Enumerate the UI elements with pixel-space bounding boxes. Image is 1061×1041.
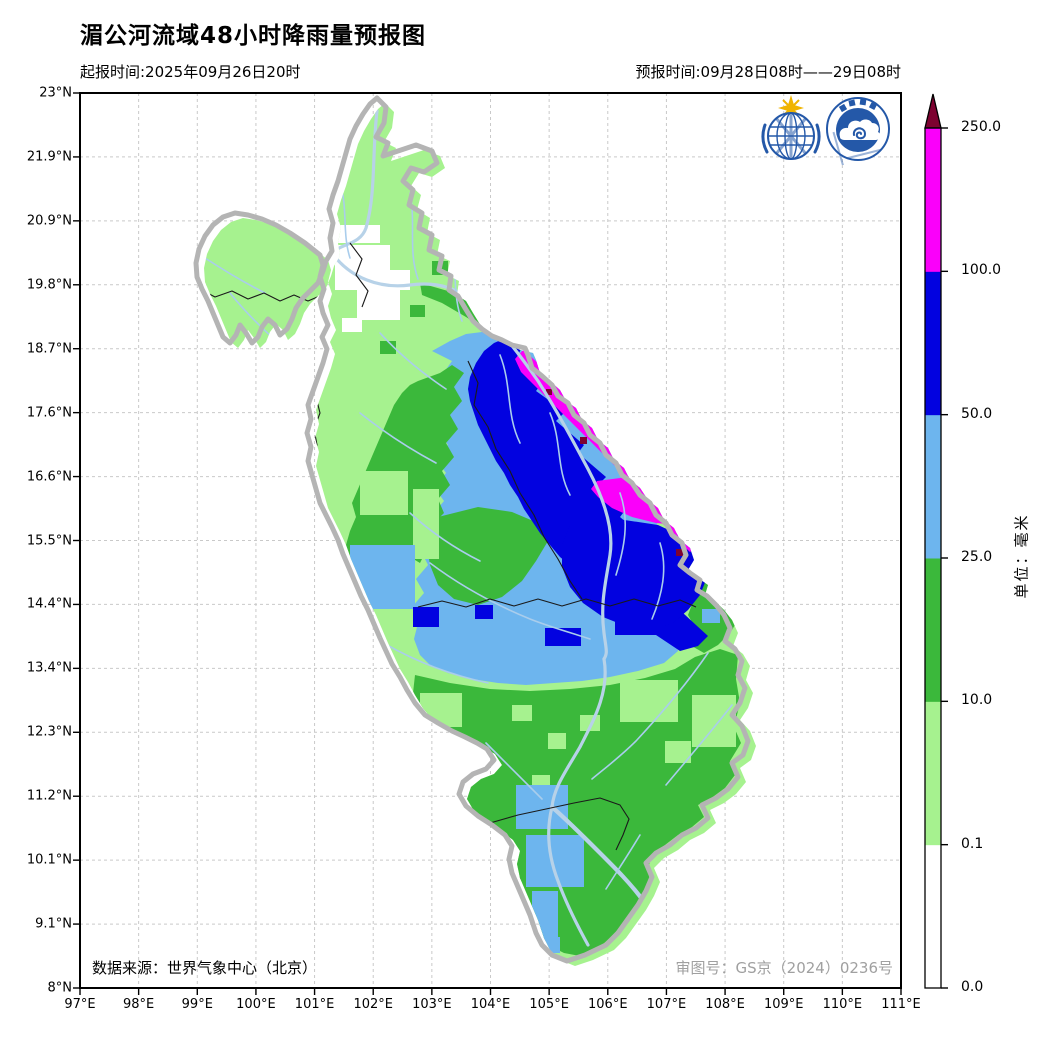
x-tick-label: 98°E — [123, 997, 155, 1012]
colorbar-tick-marks — [941, 127, 948, 989]
cma-cloud-icon — [839, 119, 881, 140]
map-canvas — [73, 92, 902, 995]
colorbar-unit-label: 单位：毫米 — [1012, 513, 1031, 599]
basin-outline — [193, 95, 751, 964]
x-tick-label: 109°E — [763, 997, 804, 1012]
x-tick-label: 110°E — [822, 997, 863, 1012]
y-tick-label: 8°N — [47, 980, 73, 996]
data-source-label: 数据来源：世界气象中心（北京） — [92, 959, 318, 977]
plot-border — [79, 92, 902, 989]
colorbar-tick-label: 100.0 — [961, 262, 1002, 279]
y-tick-label: 17.6°N — [26, 405, 72, 421]
colorbar — [924, 93, 948, 989]
colorbar-segments — [925, 128, 941, 989]
page-title: 湄公河流域48小时降雨量预报图 — [80, 23, 427, 49]
y-tick-label: 18.7°N — [26, 341, 72, 357]
colorbar-extend-arrow — [924, 93, 942, 129]
cma-ring-text — [832, 98, 882, 165]
x-tick-label: 106°E — [588, 997, 628, 1012]
x-tick-label: 99°E — [181, 997, 213, 1012]
y-tick-label: 12.3°N — [26, 724, 72, 740]
x-tick-label: 102°E — [353, 997, 393, 1012]
cma-logo — [826, 97, 890, 165]
x-tick-label: 101°E — [294, 997, 335, 1012]
x-tick-label: 111°E — [881, 997, 921, 1012]
y-tick-label: 10.1°N — [26, 852, 72, 868]
colorbar-tick-label: 50.0 — [961, 405, 993, 422]
colorbar-tick-label: 25.0 — [961, 549, 993, 565]
y-tick-label: 23°N — [39, 85, 72, 101]
colorbar-tick-label: 10.0 — [961, 692, 993, 709]
y-tick-label: 19.8°N — [26, 277, 72, 293]
axis-tick-marks — [73, 92, 902, 995]
y-tick-label: 21.9°N — [26, 149, 72, 165]
colorbar-tick-label: 250.0 — [961, 119, 1002, 135]
init-time-label: 起报时间:2025年09月26日20时 — [80, 63, 301, 81]
rain-region-maroon — [546, 389, 683, 556]
y-tick-label: 15.5°N — [26, 533, 72, 548]
river-network — [204, 109, 733, 947]
y-tick-label: 11.2°N — [26, 788, 72, 804]
x-tick-label: 104°E — [470, 997, 511, 1012]
y-tick-label: 14.4°N — [26, 596, 72, 612]
y-tick-label: 20.9°N — [26, 213, 72, 229]
forecast-time-label: 预报时间:09月28日08时——29日08时 — [635, 63, 902, 81]
x-tick-label: 103°E — [412, 997, 452, 1012]
colorbar-tick-label: 0.0 — [961, 979, 984, 995]
y-tick-label: 9.1°N — [35, 916, 72, 932]
y-tick-label: 16.6°N — [26, 469, 72, 485]
x-tick-label: 105°E — [529, 997, 569, 1012]
x-tick-label: 100°E — [236, 997, 276, 1012]
x-tick-label: 107°E — [646, 997, 687, 1012]
colorbar-tick-label: 0.1 — [961, 835, 984, 852]
x-tick-label: 97°E — [64, 997, 96, 1012]
x-tick-label: 108°E — [705, 997, 745, 1012]
wmo-logo — [761, 95, 821, 160]
map-approval-number: 审图号：GS京（2024）0236号 — [675, 959, 894, 977]
y-tick-label: 13.4°N — [26, 660, 72, 676]
